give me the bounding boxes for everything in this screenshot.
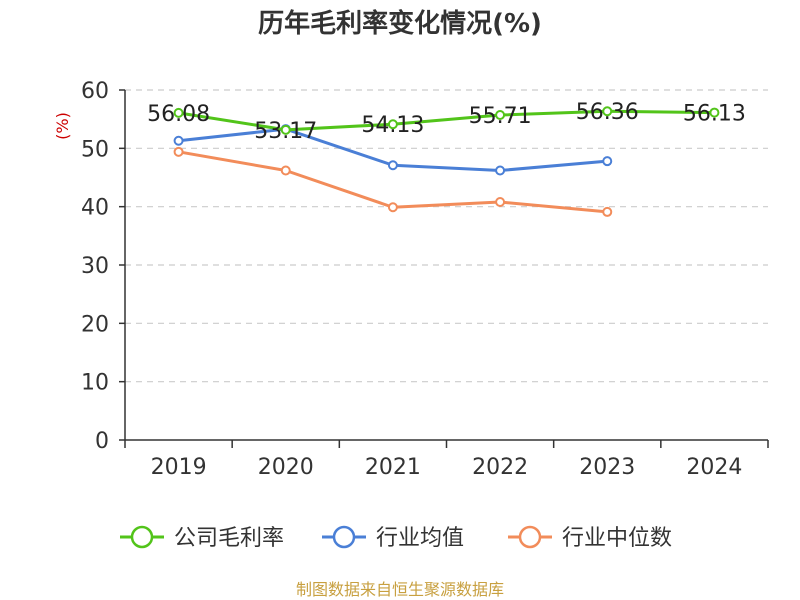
data-point[interactable]	[387, 160, 398, 171]
data-label: 56.08	[147, 102, 210, 127]
legend-item-0[interactable]: 公司毛利率	[120, 525, 284, 551]
data-point[interactable]	[387, 119, 398, 130]
data-point[interactable]	[602, 206, 613, 217]
data-label: 56.36	[576, 100, 639, 125]
data-label: 55.71	[469, 104, 532, 129]
legend-marker-icon	[130, 525, 154, 549]
data-point[interactable]	[280, 165, 291, 176]
data-point[interactable]	[173, 107, 184, 118]
y-tick-label: 20	[81, 312, 109, 337]
legend-item-1[interactable]: 行业均值	[322, 525, 464, 551]
legend-label: 行业均值	[376, 526, 464, 551]
data-point[interactable]	[495, 165, 506, 176]
x-tick-label: 2023	[579, 455, 635, 480]
data-label: 53.17	[254, 119, 317, 144]
x-tick-label: 2019	[151, 455, 207, 480]
data-point[interactable]	[602, 156, 613, 167]
axes: 0 10 20 30 40 50 60 2019 2020 2021 2022 2023 2024	[81, 79, 769, 480]
y-tick-label: 10	[81, 371, 109, 396]
legend-marker-icon	[518, 525, 542, 549]
series-layer	[173, 106, 720, 217]
y-tick-label: 60	[81, 79, 109, 104]
y-tick-label: 50	[81, 137, 109, 162]
x-tick-label: 2020	[258, 455, 314, 480]
legend-label: 行业中位数	[562, 526, 672, 551]
x-tick-label: 2021	[365, 455, 421, 480]
data-point[interactable]	[709, 107, 720, 118]
chart-title: 历年毛利率变化情况(%)	[258, 8, 542, 39]
legend-label: 公司毛利率	[174, 526, 284, 551]
data-point[interactable]	[280, 124, 291, 135]
legend: 公司毛利率 行业均值 行业中位数	[120, 525, 672, 551]
data-label: 54.13	[361, 113, 424, 138]
source-footer: 制图数据来自恒生聚源数据库	[296, 580, 504, 599]
data-point[interactable]	[495, 197, 506, 207]
data-labels: 56.08 53.17 54.13 55.71 56.36 56.13	[147, 100, 746, 144]
data-label: 56.13	[683, 102, 746, 127]
x-tick-label: 2024	[686, 455, 742, 480]
data-point[interactable]	[173, 146, 184, 157]
grid-lines	[125, 89, 768, 383]
y-tick-label: 40	[81, 196, 109, 221]
legend-marker-icon	[332, 525, 356, 549]
data-point[interactable]	[495, 110, 506, 121]
data-point[interactable]	[173, 135, 184, 146]
y-tick-label: 0	[95, 429, 109, 454]
y-axis-label: (%)	[53, 112, 72, 140]
x-tick-label: 2022	[472, 455, 528, 480]
y-tick-label: 30	[81, 254, 109, 279]
series-line-0	[178, 109, 715, 132]
data-point[interactable]	[387, 202, 398, 213]
legend-item-2[interactable]: 行业中位数	[508, 525, 672, 551]
data-point[interactable]	[602, 106, 613, 117]
